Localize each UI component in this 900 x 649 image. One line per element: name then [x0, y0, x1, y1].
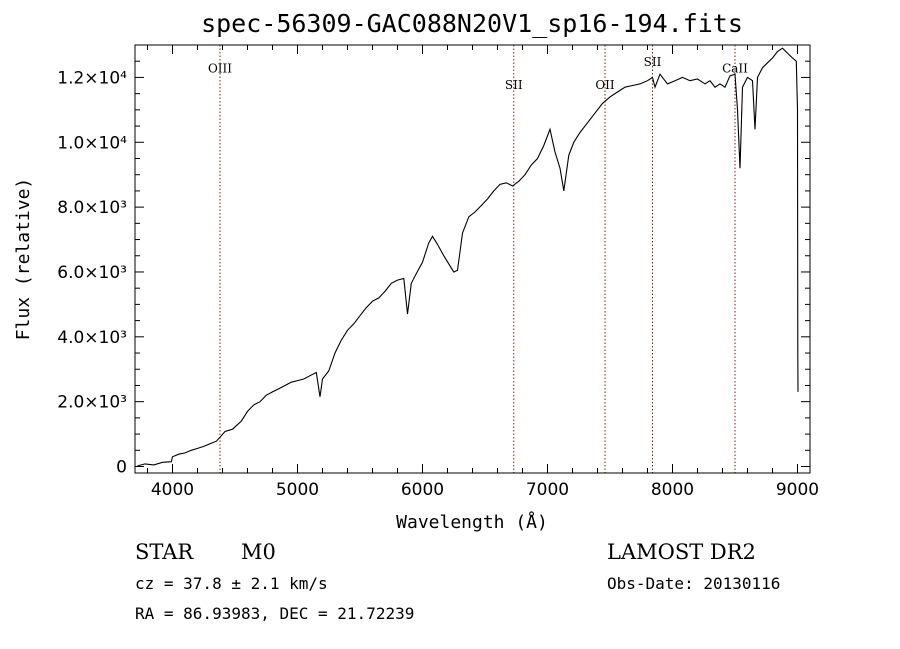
x-tick-label: 4000	[151, 480, 194, 500]
y-tick-label: 6.0×10³	[57, 263, 127, 283]
y-axis-label: Flux (relative)	[13, 178, 34, 341]
spectrum-series-line	[137, 47, 799, 467]
observation-date: Obs-Date: 20130116	[607, 574, 780, 593]
y-tick-label: 2.0×10³	[57, 393, 127, 413]
coordinates-info: RA = 86.93983, DEC = 21.72239	[135, 604, 414, 623]
x-tick-label: 9000	[776, 480, 819, 500]
object-subclass: M0	[241, 540, 276, 564]
emission-line-label: OIII	[208, 62, 232, 76]
object-class: STAR	[135, 540, 194, 564]
survey-name: LAMOST DR2	[607, 540, 756, 564]
chart-title: spec-56309-GAC088N20V1_sp16-194.fits	[201, 9, 743, 38]
plot-frame	[134, 44, 811, 474]
axis-ticks: 4000 5000 6000 7000 8000 9000 0 2.0×10³ 4.0×10³ 6…	[57, 45, 819, 500]
y-tick-label: 1.2×10⁴	[57, 68, 127, 88]
emission-line-markers: OIII SII OII SII CaII	[208, 45, 748, 473]
x-tick-label: 6000	[401, 480, 444, 500]
emission-line-label: SII	[644, 55, 662, 69]
emission-line-label: CaII	[722, 62, 748, 76]
x-axis-label: Wavelength (Å)	[396, 511, 548, 533]
y-tick-label: 8.0×10³	[57, 198, 127, 218]
emission-line-label: OII	[595, 78, 615, 92]
y-tick-label: 0	[116, 458, 127, 478]
y-tick-label: 4.0×10³	[57, 328, 127, 348]
x-tick-label: 7000	[526, 480, 569, 500]
redshift-info: cz = 37.8 ± 2.1 km/s	[135, 574, 328, 593]
emission-line-label: SII	[505, 78, 523, 92]
y-tick-label: 1.0×10⁴	[57, 133, 127, 153]
x-tick-label: 5000	[276, 480, 319, 500]
x-tick-label: 8000	[651, 480, 694, 500]
